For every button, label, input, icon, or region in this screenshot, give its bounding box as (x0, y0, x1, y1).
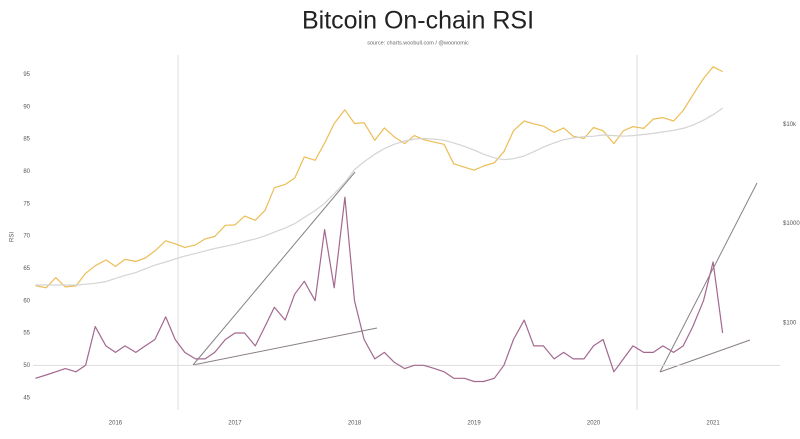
chart-subtitle: source: charts.woobull.com / @woonomic (367, 40, 469, 46)
chart-title: Bitcoin On-chain RSI (302, 7, 534, 35)
trend-line (659, 182, 758, 373)
y-tick-label: 95 (23, 72, 30, 78)
y2-tick-label: $1000 (783, 221, 800, 227)
y-tick-label: 65 (23, 266, 30, 272)
series-line (35, 66, 723, 289)
x-tick-label: 2016 (109, 421, 123, 427)
trend-line (659, 339, 751, 373)
series-line (35, 107, 723, 286)
y-axis-label: RSI (10, 232, 16, 242)
trend-line (192, 327, 378, 366)
y-tick-label: 85 (23, 137, 30, 143)
y-tick-label: 55 (23, 331, 30, 337)
y-tick-label: 75 (23, 201, 30, 207)
y2-tick-label: $100 (783, 320, 797, 326)
y-tick-label: 60 (23, 298, 30, 304)
y-tick-label: 45 (23, 395, 30, 401)
y-tick-label: 70 (23, 234, 30, 240)
x-tick-label: 2017 (228, 421, 242, 427)
y2-tick-label: $10k (783, 122, 797, 128)
y-tick-label: 90 (23, 104, 30, 110)
y-tick-label: 80 (23, 169, 30, 175)
x-tick-label: 2020 (587, 421, 601, 427)
x-tick-label: 2018 (348, 421, 362, 427)
trend-line (192, 171, 356, 366)
y-tick-label: 50 (23, 363, 30, 369)
x-tick-label: 2021 (706, 421, 720, 427)
x-tick-label: 2019 (467, 421, 481, 427)
series-line (35, 196, 724, 383)
